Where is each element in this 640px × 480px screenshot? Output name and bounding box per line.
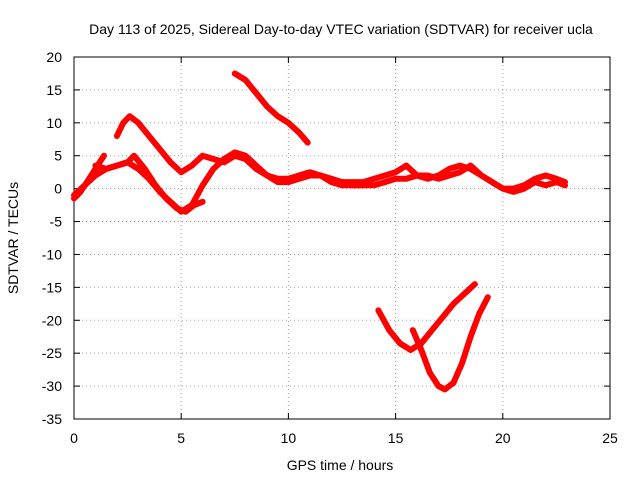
- chart-title: Day 113 of 2025, Sidereal Day-to-day VTE…: [89, 21, 593, 37]
- y-tick-label: -25: [42, 345, 62, 361]
- series-arc-8: [375, 281, 478, 353]
- y-tick-label: 20: [46, 49, 62, 65]
- x-tick-label: 5: [177, 430, 185, 446]
- y-tick-label: 15: [46, 82, 62, 98]
- y-tick-label: -20: [42, 312, 62, 328]
- y-tick-label: 5: [54, 148, 62, 164]
- series-arc-7: [349, 162, 568, 195]
- x-tick-label: 0: [70, 430, 78, 446]
- y-axis-label: SDTVAR / TECUs: [5, 182, 21, 294]
- x-tick-label: 15: [388, 430, 404, 446]
- data-series: [71, 70, 568, 393]
- series-arc-4: [113, 113, 367, 189]
- series-arc-5: [231, 70, 311, 146]
- x-axis-label: GPS time / hours: [287, 457, 394, 473]
- y-tick-label: 0: [54, 181, 62, 197]
- plot-frame: [73, 56, 611, 420]
- y-tick-label: -15: [42, 279, 62, 295]
- axis-ticks: 0 5 10 15 20 25 -35 -30 -25 -20 -15 -10 -5 0 5 10 15 20: [42, 49, 618, 446]
- y-tick-label: -30: [42, 378, 62, 394]
- grid-lines: [74, 57, 610, 419]
- y-tick-label: 10: [46, 115, 62, 131]
- x-tick-label: 20: [495, 430, 511, 446]
- x-tick-label: 10: [281, 430, 297, 446]
- y-tick-label: -5: [50, 214, 63, 230]
- x-tick-label: 25: [602, 430, 618, 446]
- series-arc-9: [409, 294, 491, 393]
- y-tick-label: -10: [42, 246, 62, 262]
- y-tick-label: -35: [42, 411, 62, 427]
